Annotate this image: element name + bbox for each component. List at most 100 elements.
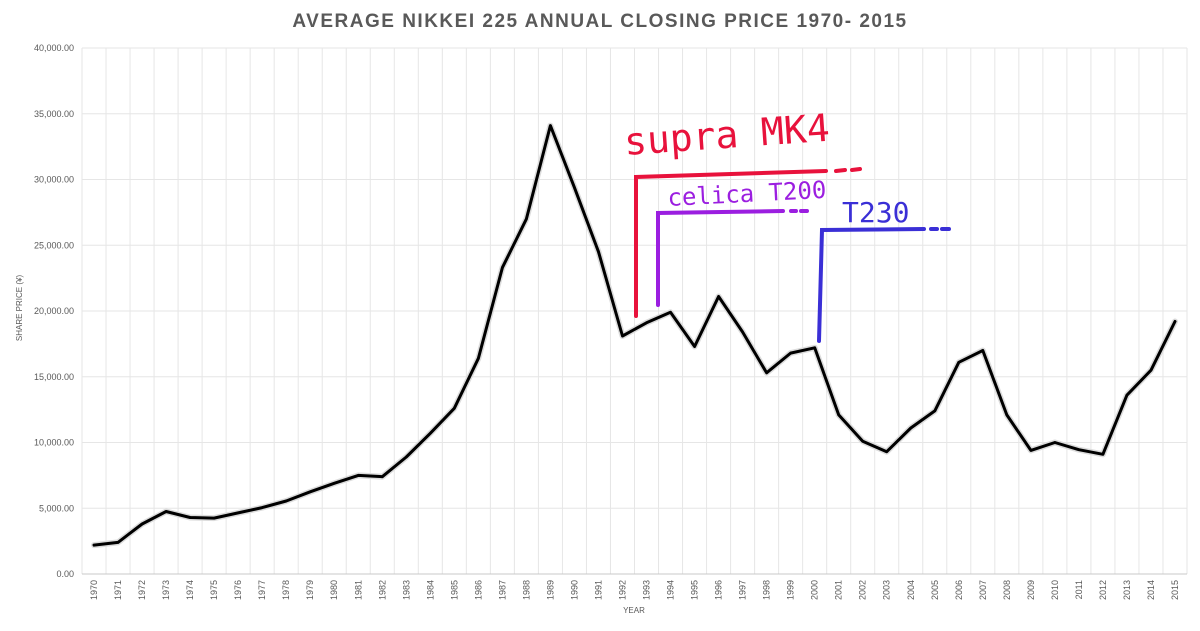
- data-point: [1053, 441, 1057, 444]
- x-tick-label: 1989: [545, 580, 555, 600]
- grid: [81, 47, 1188, 574]
- data-point: [597, 250, 600, 254]
- data-point: [957, 361, 960, 364]
- y-tick-label: 15,000.00: [34, 372, 74, 382]
- x-tick-label: 2008: [1002, 580, 1012, 600]
- data-point: [813, 346, 816, 350]
- data-point: [861, 439, 864, 443]
- data-point: [236, 511, 240, 515]
- x-tick-label: 1985: [449, 580, 459, 600]
- y-tick-label: 40,000.00: [34, 43, 74, 53]
- data-point: [140, 522, 144, 526]
- data-point: [188, 516, 192, 519]
- data-point: [789, 351, 792, 355]
- y-axis-ticks: 0.00 5,000.00 10,000.00 15,000.00 20,000.00 2…: [34, 43, 74, 579]
- x-tick-label: 1977: [257, 580, 267, 600]
- x-tick-label: 1990: [569, 580, 579, 600]
- annotation-t230-label: T230: [842, 196, 909, 229]
- x-tick-label: 2013: [1122, 580, 1132, 600]
- x-tick-label: 2003: [882, 580, 892, 600]
- x-tick-label: 2002: [858, 580, 868, 600]
- data-point: [405, 455, 408, 459]
- data-point: [92, 543, 96, 547]
- y-tick-label: 10,000.00: [34, 438, 74, 448]
- x-tick-label: 1975: [209, 580, 219, 600]
- data-point: [981, 349, 985, 352]
- x-tick-label: 2004: [906, 580, 916, 600]
- data-point: [309, 490, 312, 494]
- data-point: [669, 311, 672, 314]
- x-tick-label: 2012: [1098, 580, 1108, 600]
- data-point: [765, 371, 768, 375]
- x-tick-label: 2001: [834, 580, 844, 600]
- x-tick-label: 1991: [593, 580, 603, 600]
- data-point: [621, 334, 624, 338]
- series-group: [91, 122, 1178, 549]
- data-point: [933, 409, 936, 413]
- data-point: [429, 432, 432, 435]
- annotation-celica: celica T200: [656, 176, 827, 307]
- chart-title: AVERAGE NIKKEI 225 ANNUAL CLOSING PRICE …: [292, 11, 907, 32]
- x-tick-label: 2010: [1050, 580, 1060, 600]
- x-tick-label: 1984: [425, 580, 435, 600]
- y-tick-label: 0.00: [56, 569, 74, 579]
- x-tick-label: 1988: [521, 580, 531, 600]
- x-tick-label: 1974: [185, 580, 195, 600]
- y-tick-label: 20,000.00: [34, 306, 74, 316]
- x-tick-label: 1983: [401, 580, 411, 600]
- x-axis-ticks: 1970 1971 1972 1973 1974 1975 1976 1977 1978 1979…: [89, 580, 1180, 600]
- data-point: [1029, 449, 1033, 452]
- x-tick-label: 1982: [377, 580, 387, 600]
- x-tick-label: 2011: [1074, 580, 1084, 599]
- data-point: [212, 516, 216, 520]
- data-point: [741, 330, 744, 334]
- data-point: [837, 413, 840, 417]
- data-point: [116, 541, 120, 544]
- data-point: [453, 407, 456, 410]
- data-point: [909, 426, 912, 430]
- data-point: [885, 450, 888, 453]
- x-tick-label: 1998: [762, 580, 772, 600]
- x-tick-label: 1976: [233, 580, 243, 600]
- annotation-supra-bracket: [634, 169, 828, 318]
- annotation-celica-bracket: [656, 209, 785, 307]
- data-point: [645, 321, 648, 325]
- x-tick-label: 2009: [1026, 580, 1036, 600]
- x-tick-label: 2006: [954, 580, 964, 600]
- x-tick-label: 2005: [930, 580, 940, 600]
- data-point: [164, 510, 168, 513]
- data-point: [1005, 413, 1009, 417]
- x-tick-label: 1972: [137, 580, 147, 600]
- data-point: [525, 217, 528, 221]
- data-point: [284, 499, 288, 503]
- x-axis-label: YEAR: [623, 606, 645, 615]
- x-tick-label: 1970: [89, 580, 99, 600]
- data-point: [1125, 393, 1129, 397]
- data-point: [1173, 320, 1177, 323]
- annotation-supra-label: supra MK4: [623, 106, 831, 164]
- data-point: [260, 506, 264, 509]
- x-tick-label: 1992: [617, 580, 627, 600]
- x-tick-label: 1979: [305, 580, 315, 600]
- x-tick-label: 1981: [353, 580, 363, 600]
- x-tick-label: 1978: [281, 580, 291, 600]
- x-tick-label: 1971: [113, 580, 123, 600]
- x-tick-label: 1997: [738, 580, 748, 600]
- data-point: [477, 357, 480, 360]
- data-point: [573, 186, 576, 189]
- y-tick-label: 25,000.00: [34, 240, 74, 250]
- x-tick-label: 1987: [497, 580, 507, 600]
- data-point: [693, 345, 696, 348]
- data-point: [1149, 368, 1153, 372]
- y-tick-label: 30,000.00: [34, 175, 74, 185]
- data-point: [333, 482, 336, 485]
- data-point: [501, 266, 504, 269]
- data-point: [549, 124, 552, 127]
- y-tick-label: 5,000.00: [39, 503, 74, 513]
- data-point: [1077, 448, 1081, 451]
- x-tick-label: 1993: [642, 580, 652, 600]
- x-tick-label: 2007: [978, 580, 988, 600]
- data-point: [381, 475, 384, 478]
- x-tick-label: 1996: [714, 580, 724, 600]
